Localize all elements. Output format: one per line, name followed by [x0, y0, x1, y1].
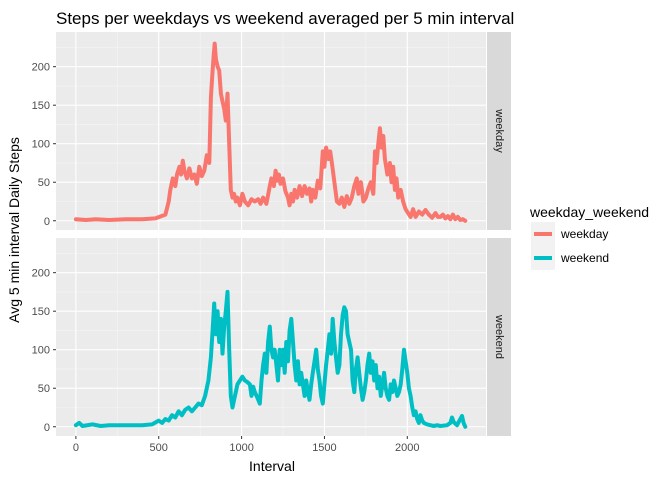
legend-item-weekend: weekend — [531, 246, 609, 270]
y-tick-label: 50 — [38, 177, 50, 189]
facet-panel-weekday: 0 50 100 150 200 weekday — [32, 32, 511, 230]
facet-strip-weekday — [487, 32, 511, 230]
y-tick-label: 100 — [32, 345, 50, 357]
facet-strip-label: weekend — [493, 314, 505, 359]
legend: weekday_weekend weekday weekend — [529, 204, 649, 270]
x-tick-label: 1500 — [312, 442, 336, 454]
series-line-weekend — [73, 289, 468, 429]
y-tick-label: 50 — [38, 383, 50, 395]
y-axis-title: Avg 5 min interval Daily Steps — [6, 137, 22, 323]
legend-label: weekday — [560, 227, 608, 241]
legend-label: weekend — [560, 251, 609, 265]
y-tick-label: 200 — [32, 268, 50, 280]
y-tick-label: 150 — [32, 306, 50, 318]
facet-strip-weekend — [487, 238, 511, 436]
y-tick-label: 0 — [44, 216, 50, 228]
y-tick-label: 200 — [32, 62, 50, 74]
x-tick-label: 2000 — [395, 442, 419, 454]
y-tick-label: 150 — [32, 100, 50, 112]
y-tick-label: 100 — [32, 139, 50, 151]
series-line-weekday — [73, 41, 468, 223]
facet-strip-label: weekday — [493, 108, 505, 153]
chart-title: Steps per weekdays vs weekend averaged p… — [56, 9, 514, 28]
panel-background — [56, 32, 486, 230]
legend-item-weekday: weekday — [531, 222, 608, 246]
legend-title: weekday_weekend — [529, 204, 649, 220]
x-tick-label: 500 — [150, 442, 168, 454]
facet-panel-weekend: 0 50 100 150 200 weekend 0 500 1000 1500 2000 — [32, 238, 511, 454]
x-tick-label: 1000 — [229, 442, 253, 454]
x-tick-label: 0 — [73, 442, 79, 454]
y-tick-label: 0 — [44, 422, 50, 434]
facet-panels: 0 50 100 150 200 weekday 0 50 100 150 200 weekend 0 5… — [32, 32, 511, 454]
x-axis-title: Interval — [249, 458, 295, 474]
